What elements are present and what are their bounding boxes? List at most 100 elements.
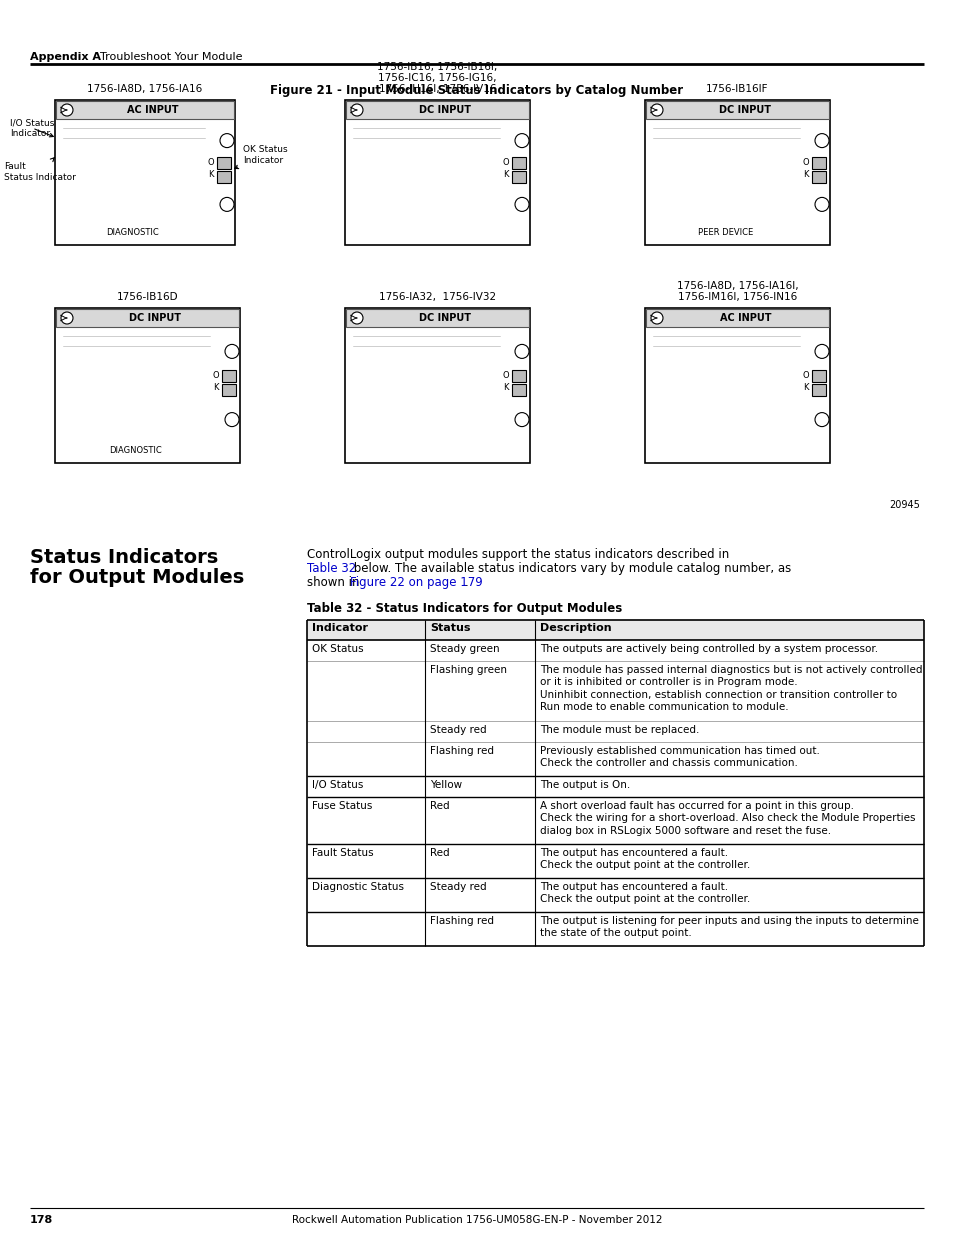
Bar xyxy=(55,100,234,245)
Text: 1756-IH16I, 1756-IV16: 1756-IH16I, 1756-IV16 xyxy=(378,84,496,94)
Circle shape xyxy=(814,133,828,148)
Text: Fault
Status Indicator: Fault Status Indicator xyxy=(4,157,76,182)
Bar xyxy=(512,384,525,395)
Circle shape xyxy=(61,312,73,324)
Bar xyxy=(55,308,240,463)
Text: Description: Description xyxy=(539,622,611,634)
Text: The output has encountered a fault.
Check the output point at the controller.: The output has encountered a fault. Chec… xyxy=(539,848,749,871)
Circle shape xyxy=(220,133,233,148)
Text: Previously established communication has timed out.
Check the controller and cha: Previously established communication has… xyxy=(539,746,819,768)
Bar xyxy=(811,157,825,168)
Circle shape xyxy=(814,345,828,358)
Circle shape xyxy=(650,104,662,116)
Circle shape xyxy=(814,412,828,426)
Text: Flashing green: Flashing green xyxy=(430,664,506,676)
Text: A short overload fault has occurred for a point in this group.
Check the wiring : A short overload fault has occurred for … xyxy=(539,802,915,836)
Text: O: O xyxy=(801,370,808,380)
Text: Table 32: Table 32 xyxy=(307,562,355,576)
Text: I/O Status
Indicator: I/O Status Indicator xyxy=(10,119,54,137)
Text: 1756-IB16D: 1756-IB16D xyxy=(116,291,178,303)
Text: shown in: shown in xyxy=(307,576,363,589)
Text: ControlLogix output modules support the status indicators described in: ControlLogix output modules support the … xyxy=(307,548,728,561)
Text: 178: 178 xyxy=(30,1215,53,1225)
Text: O: O xyxy=(208,158,214,167)
Text: DIAGNOSTIC: DIAGNOSTIC xyxy=(109,446,162,454)
Bar xyxy=(811,170,825,183)
Text: for Output Modules: for Output Modules xyxy=(30,568,244,587)
Text: O: O xyxy=(502,370,509,380)
Bar xyxy=(645,101,828,119)
Text: DC INPUT: DC INPUT xyxy=(419,312,471,324)
Text: DC INPUT: DC INPUT xyxy=(419,105,471,115)
Bar xyxy=(512,170,525,183)
Text: K: K xyxy=(503,383,508,391)
Bar xyxy=(644,308,829,463)
Bar xyxy=(216,157,231,168)
Text: The output is listening for peer inputs and using the inputs to determine
the st: The output is listening for peer inputs … xyxy=(539,916,918,939)
Text: 1756-IC16, 1756-IG16,: 1756-IC16, 1756-IG16, xyxy=(377,73,497,83)
Text: 20945: 20945 xyxy=(888,500,919,510)
Circle shape xyxy=(351,312,363,324)
Text: I/O Status: I/O Status xyxy=(312,781,363,790)
Text: OK Status: OK Status xyxy=(312,643,363,655)
Text: .: . xyxy=(464,576,468,589)
Circle shape xyxy=(650,312,662,324)
Text: O: O xyxy=(213,370,219,380)
Text: 1756-IA32,  1756-IV32: 1756-IA32, 1756-IV32 xyxy=(378,291,496,303)
Text: 1756-IM16I, 1756-IN16: 1756-IM16I, 1756-IN16 xyxy=(678,291,797,303)
Bar xyxy=(345,100,530,245)
Text: OK Status
Indicator: OK Status Indicator xyxy=(234,146,287,169)
Text: K: K xyxy=(208,170,213,179)
Bar xyxy=(644,100,829,245)
Text: Appendix A: Appendix A xyxy=(30,52,101,62)
Circle shape xyxy=(515,198,529,211)
Text: Status: Status xyxy=(430,622,470,634)
Bar xyxy=(811,384,825,395)
Circle shape xyxy=(515,412,529,426)
Text: Troubleshoot Your Module: Troubleshoot Your Module xyxy=(100,52,242,62)
Text: Indicator: Indicator xyxy=(312,622,368,634)
Bar xyxy=(645,309,828,327)
Text: K: K xyxy=(802,170,808,179)
Text: PEER DEVICE: PEER DEVICE xyxy=(698,228,752,237)
Text: Status Indicators: Status Indicators xyxy=(30,548,218,567)
Text: The module has passed internal diagnostics but is not actively controlled
or it : The module has passed internal diagnosti… xyxy=(539,664,922,713)
Text: O: O xyxy=(801,158,808,167)
Text: Steady green: Steady green xyxy=(430,643,499,655)
Text: Steady red: Steady red xyxy=(430,725,486,735)
Bar xyxy=(811,369,825,382)
Text: AC INPUT: AC INPUT xyxy=(127,105,178,115)
Text: Fault Status: Fault Status xyxy=(312,848,374,858)
Text: Table 32 - Status Indicators for Output Modules: Table 32 - Status Indicators for Output … xyxy=(307,601,621,615)
Bar xyxy=(56,101,233,119)
Text: Diagnostic Status: Diagnostic Status xyxy=(312,882,403,892)
Text: Steady red: Steady red xyxy=(430,882,486,892)
Circle shape xyxy=(225,412,239,426)
Bar xyxy=(512,157,525,168)
Text: The output is On.: The output is On. xyxy=(539,781,630,790)
Text: Flashing red: Flashing red xyxy=(430,746,494,756)
Text: 1756-IA8D, 1756-IA16: 1756-IA8D, 1756-IA16 xyxy=(88,84,202,94)
Circle shape xyxy=(351,104,363,116)
Text: DC INPUT: DC INPUT xyxy=(719,105,771,115)
Circle shape xyxy=(225,345,239,358)
Circle shape xyxy=(814,198,828,211)
Bar xyxy=(56,309,239,327)
Text: 1756-IB16IF: 1756-IB16IF xyxy=(705,84,768,94)
Bar xyxy=(307,620,923,640)
Text: AC INPUT: AC INPUT xyxy=(719,312,770,324)
Text: The module must be replaced.: The module must be replaced. xyxy=(539,725,699,735)
Text: Red: Red xyxy=(430,802,449,811)
Circle shape xyxy=(220,198,233,211)
Text: O: O xyxy=(502,158,509,167)
Text: Yellow: Yellow xyxy=(430,781,461,790)
Bar xyxy=(222,384,235,395)
Text: Rockwell Automation Publication 1756-UM058G-EN-P - November 2012: Rockwell Automation Publication 1756-UM0… xyxy=(292,1215,661,1225)
Text: Figure 21 - Input Module Status Indicators by Catalog Number: Figure 21 - Input Module Status Indicato… xyxy=(270,84,683,98)
Text: below. The available status indicators vary by module catalog number, as: below. The available status indicators v… xyxy=(350,562,790,576)
Text: K: K xyxy=(503,170,508,179)
Text: Fuse Status: Fuse Status xyxy=(312,802,372,811)
Text: DIAGNOSTIC: DIAGNOSTIC xyxy=(107,228,159,237)
Bar xyxy=(346,309,529,327)
Text: 1756-IB16, 1756-IB16I,: 1756-IB16, 1756-IB16I, xyxy=(377,62,497,72)
